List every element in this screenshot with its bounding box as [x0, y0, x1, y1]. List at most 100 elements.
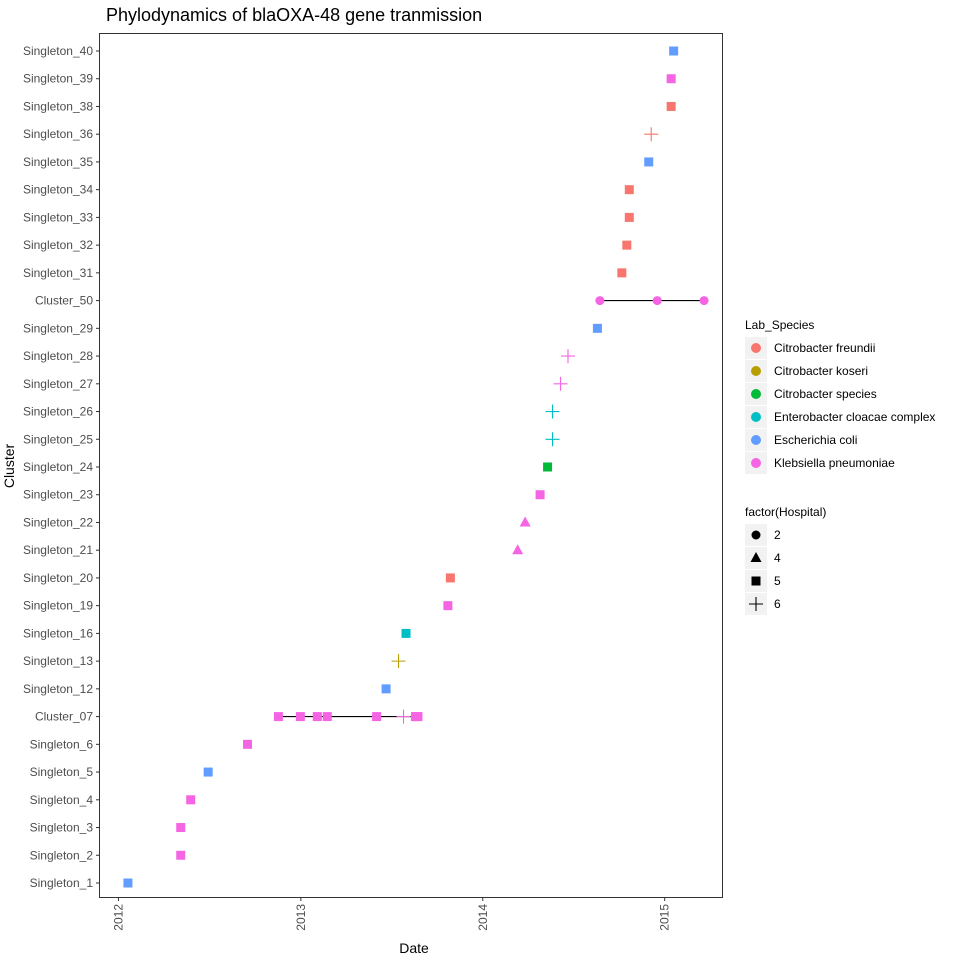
legend-title-species: Lab_Species — [745, 318, 814, 332]
y-tick-label: Singleton_33 — [23, 210, 93, 224]
legend-label-species: Klebsiella pneumoniae — [774, 456, 895, 470]
y-tick-label: Singleton_2 — [30, 848, 94, 862]
legend-key-species — [751, 389, 761, 399]
y-tick-label: Singleton_6 — [30, 737, 94, 751]
y-tick-label: Singleton_22 — [23, 515, 93, 529]
data-point — [372, 712, 382, 722]
y-tick-label: Singleton_38 — [23, 99, 93, 113]
legend-key-species — [751, 435, 761, 445]
chart-title: Phylodynamics of blaOXA-48 gene tranmiss… — [106, 5, 482, 25]
legend-key-species — [751, 343, 761, 353]
data-point — [381, 684, 391, 694]
y-tick-label: Cluster_07 — [35, 710, 93, 724]
legend-key-species — [751, 366, 761, 376]
y-tick-label: Singleton_13 — [23, 654, 93, 668]
data-point — [592, 323, 602, 333]
data-point — [644, 127, 659, 142]
data-point — [560, 349, 575, 364]
y-tick-label: Singleton_19 — [23, 599, 93, 613]
y-tick-label: Singleton_20 — [23, 571, 93, 585]
legend-key-species — [751, 458, 761, 468]
legend-label-species: Citrobacter koseri — [774, 364, 868, 378]
x-tick-label: 2012 — [111, 904, 125, 931]
y-tick-label: Singleton_25 — [23, 432, 93, 446]
y-tick-label: Singleton_40 — [23, 44, 93, 58]
y-tick-label: Singleton_36 — [23, 127, 93, 141]
data-point — [624, 212, 634, 222]
y-tick-label: Singleton_1 — [30, 876, 94, 890]
legend-label-species: Escherichia coli — [774, 433, 857, 447]
data-point — [595, 296, 605, 306]
data-point — [322, 712, 332, 722]
legend-key-hospital — [751, 576, 761, 586]
data-point — [666, 101, 676, 111]
legend-key-species — [751, 412, 761, 422]
data-point — [295, 712, 305, 722]
legend-key-hospital — [750, 552, 762, 562]
x-axis: 2012 2013 2014 2015 — [111, 897, 672, 931]
data-point — [545, 404, 560, 419]
data-point — [186, 795, 196, 805]
data-point — [512, 544, 524, 555]
legend-key-hospital — [751, 530, 761, 540]
y-tick-label: Singleton_21 — [23, 543, 93, 557]
y-tick-label: Cluster_50 — [35, 294, 93, 308]
data-point — [669, 46, 679, 56]
legend-label-hospital: 2 — [774, 528, 781, 542]
data-point — [543, 462, 553, 472]
data-point — [176, 823, 186, 833]
y-tick-label: Singleton_31 — [23, 266, 93, 280]
legend-label-hospital: 4 — [774, 551, 781, 565]
data-point — [624, 185, 634, 195]
data-point — [203, 767, 213, 777]
data-point — [396, 709, 411, 724]
data-point — [699, 296, 709, 306]
y-tick-label: Singleton_4 — [30, 793, 94, 807]
y-tick-label: Singleton_39 — [23, 72, 93, 86]
data-point — [617, 268, 627, 278]
data-point — [652, 296, 662, 306]
y-tick-label: Singleton_12 — [23, 682, 93, 696]
legend-key-hospital — [749, 597, 763, 611]
y-tick-label: Singleton_24 — [23, 460, 93, 474]
data-point — [391, 654, 406, 669]
legend-label-hospital: 6 — [774, 597, 781, 611]
y-axis-title: Cluster — [1, 443, 17, 488]
plot-panel — [99, 33, 723, 898]
y-tick-label: Singleton_23 — [23, 488, 93, 502]
y-tick-label: Singleton_5 — [30, 765, 94, 779]
data-points — [123, 46, 709, 888]
x-tick-label: 2015 — [658, 904, 672, 931]
data-point — [445, 573, 455, 583]
x-tick-label: 2014 — [476, 904, 490, 931]
y-tick-label: Singleton_34 — [23, 183, 93, 197]
y-tick-label: Singleton_35 — [23, 155, 93, 169]
x-axis-title: Date — [399, 940, 429, 956]
legend-label-species: Citrobacter freundii — [774, 341, 875, 355]
data-point — [553, 376, 568, 391]
x-tick-label: 2013 — [294, 904, 308, 931]
y-tick-label: Singleton_16 — [23, 626, 93, 640]
data-point — [413, 712, 423, 722]
legend: Lab_Species Citrobacter freundii Citrobact… — [745, 318, 935, 615]
legend-label-species: Citrobacter species — [774, 387, 877, 401]
data-point — [535, 490, 545, 500]
y-tick-label: Singleton_26 — [23, 405, 93, 419]
legend-title-hospital: factor(Hospital) — [745, 505, 826, 519]
data-point — [243, 739, 253, 749]
data-point — [176, 850, 186, 860]
data-point — [312, 712, 322, 722]
y-tick-label: Singleton_29 — [23, 321, 93, 335]
data-point — [519, 516, 531, 527]
data-point — [443, 601, 453, 611]
y-tick-label: Singleton_27 — [23, 377, 93, 391]
data-point — [123, 878, 133, 888]
y-tick-label: Singleton_3 — [30, 821, 94, 835]
y-tick-label: Singleton_28 — [23, 349, 93, 363]
data-point — [666, 74, 676, 84]
legend-label-species: Enterobacter cloacae complex — [774, 410, 935, 424]
data-point — [644, 157, 654, 167]
data-point — [273, 712, 283, 722]
data-point — [545, 432, 560, 447]
